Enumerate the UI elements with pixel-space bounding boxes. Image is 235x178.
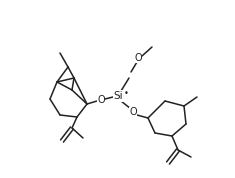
Text: Si: Si (113, 91, 123, 101)
Text: O: O (97, 95, 105, 105)
Text: O: O (129, 107, 137, 117)
Text: •: • (124, 88, 129, 98)
Text: O: O (134, 53, 142, 63)
